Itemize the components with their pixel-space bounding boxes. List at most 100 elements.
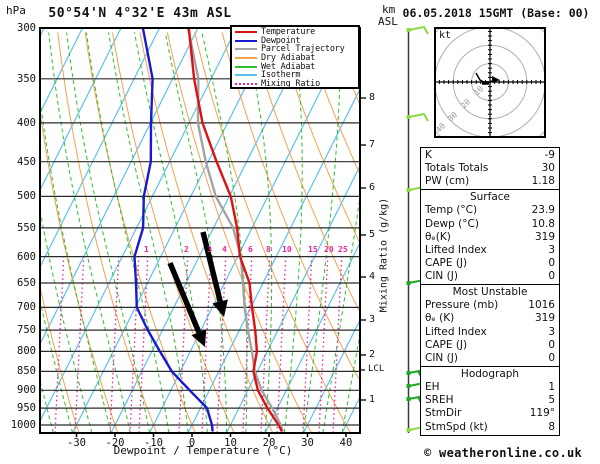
stat-value: 1016	[528, 299, 555, 312]
hodograph-ring-label: 10	[472, 84, 485, 97]
stats-row: θₑ (K) 319	[425, 312, 555, 325]
wet-adiabat-line	[108, 32, 189, 433]
temp-tick-label: -20	[105, 437, 125, 449]
page-title: 50°54'N 4°32'E 43m ASL	[48, 6, 232, 21]
stat-value: 119°	[529, 407, 555, 420]
stats-block: Hodograph EH 1 SREH 5 StmDir 119° StmSpd (kt) 8	[420, 365, 560, 436]
wind-barb-node	[406, 28, 411, 32]
legend-label: Dry Adiabat	[261, 53, 316, 64]
legend-sample-solid	[235, 31, 257, 34]
wind-barb-node	[406, 115, 411, 119]
km-axis-unit-label: km	[382, 3, 396, 16]
dry-adiabat-line	[40, 108, 119, 433]
dry-adiabat-line	[303, 32, 360, 176]
temperature-curve	[187, 28, 283, 433]
storm-motion-marker	[492, 76, 500, 83]
isotherm-line	[40, 28, 238, 423]
mixing-ratio-value-label: 8	[266, 245, 271, 254]
legend-item: Parcel Trajectory	[235, 44, 358, 55]
pressure-tick-label: 750	[17, 324, 36, 337]
stats-row: CIN (J) 0	[425, 270, 555, 283]
mixing-ratio-value-label: 15	[308, 245, 318, 254]
legend-item: Dry Adiabat	[235, 53, 358, 64]
stats-row: EH 1	[425, 381, 555, 394]
stats-block: K -9 Totals Totals 30 PW (cm) 1.18	[420, 147, 560, 191]
stat-name: Pressure (mb)	[425, 299, 499, 312]
mixing-ratio-value-label: 6	[248, 245, 253, 254]
legend-sample-solid	[235, 39, 257, 42]
stats-block: Surface Temp (°C) 23.9 Dewp (°C) 10.8 θₑ(K) 31…	[420, 189, 560, 286]
pressure-tick-label: 900	[17, 384, 36, 397]
pressure-tick-label: 500	[17, 190, 36, 203]
stats-row: StmSpd (kt) 8	[425, 421, 555, 434]
isotherm-line	[110, 28, 315, 433]
isotherm-line	[40, 28, 122, 192]
dry-adiabat-line	[249, 32, 360, 314]
stat-value: 0	[548, 270, 555, 283]
dewpoint-curve	[133, 28, 214, 432]
asl-axis-unit-label: ASL	[378, 15, 398, 28]
stats-row: K -9	[425, 149, 555, 162]
mixing-ratio-value-label: 10	[282, 245, 292, 254]
pressure-tick-label: 600	[17, 250, 36, 263]
mixing-ratio-value-label: 3	[207, 245, 212, 254]
stats-table: K -9 Totals Totals 30 PW (cm) 1.18 Surface Temp…	[420, 147, 560, 436]
stats-row: Lifted Index 3	[425, 244, 555, 257]
downdraft-arrow-head	[212, 299, 228, 317]
stats-block-title: Hodograph	[460, 367, 520, 380]
legend-sample-dotted	[235, 82, 257, 85]
stats-row: StmDir 119°	[425, 407, 555, 420]
x-axis-title: Dewpoint / Temperature (°C)	[113, 444, 293, 457]
wet-adiabat-line	[40, 297, 74, 433]
legend-label: Temperature	[261, 27, 316, 38]
pressure-tick-label: 700	[17, 301, 36, 314]
stats-row: θₑ(K) 319	[425, 231, 555, 244]
wet-adiabat-line	[245, 32, 273, 433]
temp-tick-label: 0	[188, 437, 196, 449]
lcl-label: LCL	[368, 364, 385, 374]
stats-block-title: Surface	[469, 191, 510, 204]
footer-link[interactable]: © weatheronline.co.uk	[424, 446, 583, 460]
mixing-ratio-value-label: 4	[222, 245, 227, 254]
legend-item: Dewpoint	[235, 35, 358, 46]
plot-frame	[39, 27, 361, 434]
dry-adiabat-line	[84, 32, 196, 433]
legend-label: Dewpoint	[261, 35, 301, 46]
temp-tick-label: 30	[301, 437, 314, 449]
stat-name: Temp (°C)	[425, 204, 478, 217]
stat-value: 1	[548, 380, 555, 393]
stat-name: Totals Totals	[425, 162, 489, 175]
wind-barb-node	[406, 188, 411, 192]
wet-adiabat-line	[283, 32, 303, 433]
mixing-ratio-value-label: 2	[184, 245, 189, 254]
legend-label: Parcel Trajectory	[261, 44, 345, 55]
isotherm-line	[302, 318, 360, 433]
km-tick-label: 8	[369, 92, 376, 103]
hodograph-unit-label: kt	[439, 30, 452, 41]
hodograph-frame	[434, 27, 546, 138]
stat-name: SREH	[425, 394, 454, 407]
stat-name: Dewp (°C)	[425, 217, 479, 230]
km-tick-label: 3	[369, 314, 376, 325]
stat-value: 3	[548, 325, 555, 338]
pressure-tick-label: 400	[17, 116, 36, 129]
isotherm-line	[40, 28, 199, 346]
dry-adiabat-line	[112, 32, 235, 433]
plot-area	[40, 28, 360, 433]
stats-row: CAPE (J) 0	[425, 339, 555, 352]
isotherm-line	[40, 28, 161, 269]
temp-tick-label: -30	[67, 437, 86, 449]
stat-name: PW (cm)	[425, 175, 470, 188]
legend-sample-solid	[235, 74, 257, 77]
legend-sample-solid	[235, 57, 257, 60]
stat-name: Lifted Index	[425, 243, 487, 256]
hodograph-ring-label: 30	[446, 110, 459, 123]
stat-name: CAPE (J)	[425, 257, 468, 270]
stats-row: Lifted Index 3	[425, 326, 555, 339]
stats-row: PW (cm) 1.18	[425, 175, 555, 188]
stat-name: StmSpd (kt)	[425, 420, 488, 433]
legend-box: Temperature Dewpoint Parcel Trajectory Dry …	[230, 25, 360, 89]
legend-item: Temperature	[235, 27, 358, 38]
